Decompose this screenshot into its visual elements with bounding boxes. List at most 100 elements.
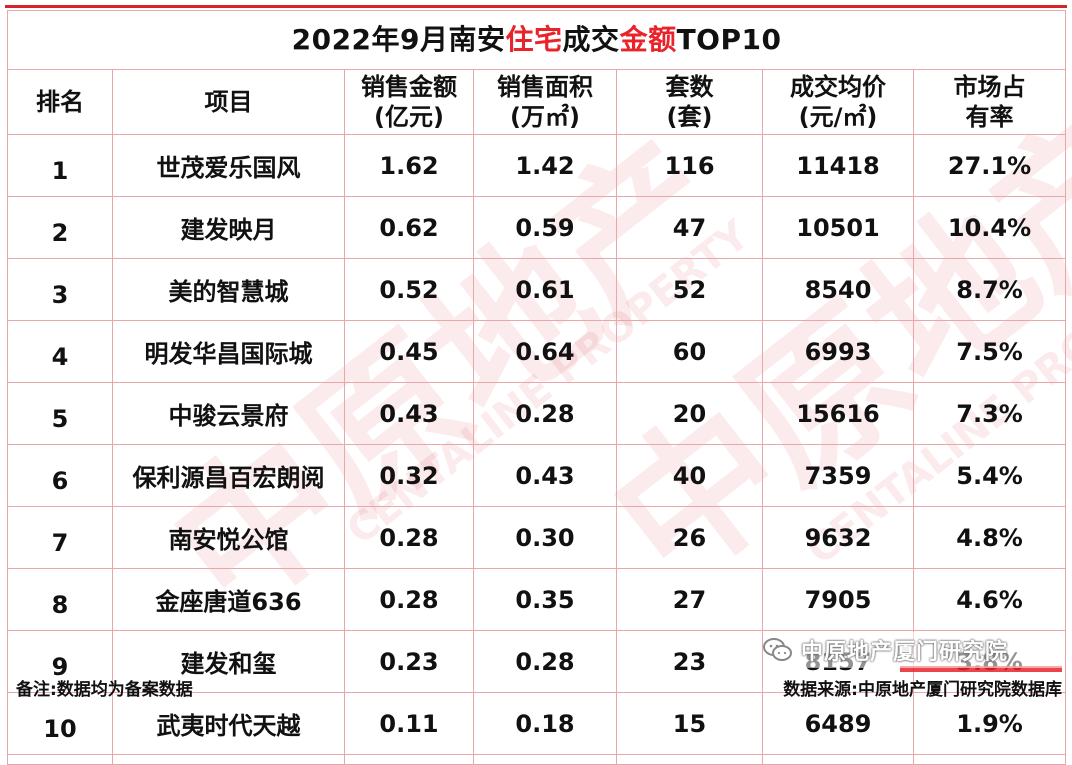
column-header-label: 套数 <box>665 73 714 101</box>
table-row: 1 世茂爱乐国风 1.62 1.42 116 11418 27.1% <box>7 134 1067 197</box>
sales-amount-cell: 0.23 <box>344 630 474 693</box>
sales-area-cell: 0.59 <box>473 196 617 259</box>
rank-cell: 4 <box>7 320 113 383</box>
market-share-cell: 5.4% <box>912 444 1067 507</box>
sales-area-cell: 1.42 <box>473 134 617 197</box>
column-header-unit: (万㎡) <box>510 103 580 131</box>
empty-cell <box>912 754 1067 765</box>
market-share-cell: 4.8% <box>912 506 1067 569</box>
units-cell: 40 <box>616 444 763 507</box>
units-cell: 23 <box>616 630 763 693</box>
table-row: 6 保利源昌百宏朗阅 0.32 0.43 40 7359 5.4% <box>7 444 1067 507</box>
sales-amount-cell: 0.32 <box>344 444 474 507</box>
project-cell: 建发映月 <box>112 196 345 259</box>
empty-cell <box>762 754 914 765</box>
column-header: 排名 <box>7 69 113 135</box>
footer-source: 数据来源:中原地产厦门研究院数据库 <box>783 680 1062 700</box>
avg-price-cell: 8540 <box>762 258 914 321</box>
sales-amount-cell: 0.62 <box>344 196 474 259</box>
rank-cell: 8 <box>7 568 113 631</box>
units-cell: 52 <box>616 258 763 321</box>
project-cell: 世茂爱乐国风 <box>112 134 345 197</box>
rank-cell: 3 <box>7 258 113 321</box>
project-cell: 金座唐道636 <box>112 568 345 631</box>
sales-amount-cell: 0.52 <box>344 258 474 321</box>
column-header: 项目 <box>112 69 345 135</box>
account-badge: 中原地产厦门研究院 <box>763 632 1063 668</box>
column-header-label: 市场占 <box>953 73 1026 101</box>
empty-cell <box>616 754 763 765</box>
column-header-label: 销售金额 <box>361 73 457 101</box>
units-cell: 20 <box>616 382 763 445</box>
table-row: 3 美的智慧城 0.52 0.61 52 8540 8.7% <box>7 258 1067 321</box>
sales-area-cell: 0.28 <box>473 382 617 445</box>
empty-row <box>7 754 1067 765</box>
avg-price-cell: 15616 <box>762 382 914 445</box>
units-cell: 116 <box>616 134 763 197</box>
column-header-unit: 有率 <box>965 103 1014 131</box>
table-title: 2022年9月南安住宅成交金额TOP10 <box>6 10 1067 70</box>
avg-price-cell: 11418 <box>762 134 914 197</box>
badge-text: 中原地产厦门研究院 <box>801 640 1009 665</box>
project-cell: 武夷时代天越 <box>112 692 345 755</box>
column-header-label: 销售面积 <box>497 73 593 101</box>
table-row: 4 明发华昌国际城 0.45 0.64 60 6993 7.5% <box>7 320 1067 383</box>
avg-price-cell: 7359 <box>762 444 914 507</box>
column-header: 销售金额 (亿元) <box>344 69 474 135</box>
market-share-cell: 8.7% <box>912 258 1067 321</box>
rank-cell: 2 <box>7 196 113 259</box>
project-cell: 中骏云景府 <box>112 382 345 445</box>
sales-area-cell: 0.30 <box>473 506 617 569</box>
project-cell: 保利源昌百宏朗阅 <box>112 444 345 507</box>
rank-cell: 10 <box>7 692 113 755</box>
column-header-unit: (元/㎡) <box>798 103 878 131</box>
column-header: 成交均价 (元/㎡) <box>762 69 914 135</box>
wechat-icon <box>763 638 792 661</box>
sales-amount-cell: 0.45 <box>344 320 474 383</box>
column-header-label: 排名 <box>36 88 84 116</box>
market-share-cell: 1.9% <box>912 692 1067 755</box>
sales-area-cell: 0.64 <box>473 320 617 383</box>
rank-cell: 9 <box>7 630 113 693</box>
title-part: 2022年9月南安 <box>291 23 506 56</box>
table-row: 8 金座唐道636 0.28 0.35 27 7905 4.6% <box>7 568 1067 631</box>
market-share-cell: 27.1% <box>912 134 1067 197</box>
top-accent-bar <box>5 5 1067 8</box>
rank-cell: 6 <box>7 444 113 507</box>
sales-area-cell: 0.35 <box>473 568 617 631</box>
market-share-cell: 7.3% <box>912 382 1067 445</box>
table-row: 7 南安悦公馆 0.28 0.30 26 9632 4.8% <box>7 506 1067 569</box>
sales-amount-cell: 1.62 <box>344 134 474 197</box>
title-highlight: 住宅 <box>505 23 563 56</box>
avg-price-cell: 9632 <box>762 506 914 569</box>
sales-area-cell: 0.43 <box>473 444 617 507</box>
bottom-accent-bar <box>900 666 1062 672</box>
avg-price-cell: 10501 <box>762 196 914 259</box>
title-part: 成交 <box>562 23 620 56</box>
units-cell: 26 <box>616 506 763 569</box>
footer-note: 备注:数据均为备案数据 <box>16 680 193 700</box>
market-share-cell: 4.6% <box>912 568 1067 631</box>
sales-amount-cell: 0.11 <box>344 692 474 755</box>
title-highlight: 金额 <box>619 23 677 56</box>
table-row: 2 建发映月 0.62 0.59 47 10501 10.4% <box>7 196 1067 259</box>
empty-cell <box>112 754 345 765</box>
table-row: 5 中骏云景府 0.43 0.28 20 15616 7.3% <box>7 382 1067 445</box>
sales-area-cell: 0.18 <box>473 692 617 755</box>
project-cell: 美的智慧城 <box>112 258 345 321</box>
avg-price-cell: 6993 <box>762 320 914 383</box>
sales-amount-cell: 0.28 <box>344 568 474 631</box>
avg-price-cell: 6489 <box>762 692 914 755</box>
column-header-label: 项目 <box>204 88 253 116</box>
units-cell: 47 <box>616 196 763 259</box>
empty-cell <box>473 754 617 765</box>
sales-area-cell: 0.61 <box>473 258 617 321</box>
column-header-unit: (亿元) <box>374 103 444 131</box>
units-cell: 15 <box>616 692 763 755</box>
project-cell: 南安悦公馆 <box>112 506 345 569</box>
project-cell: 明发华昌国际城 <box>112 320 345 383</box>
table-row: 10 武夷时代天越 0.11 0.18 15 6489 1.9% <box>7 692 1067 755</box>
market-share-cell: 10.4% <box>912 196 1067 259</box>
units-cell: 27 <box>616 568 763 631</box>
rank-cell: 7 <box>7 506 113 569</box>
